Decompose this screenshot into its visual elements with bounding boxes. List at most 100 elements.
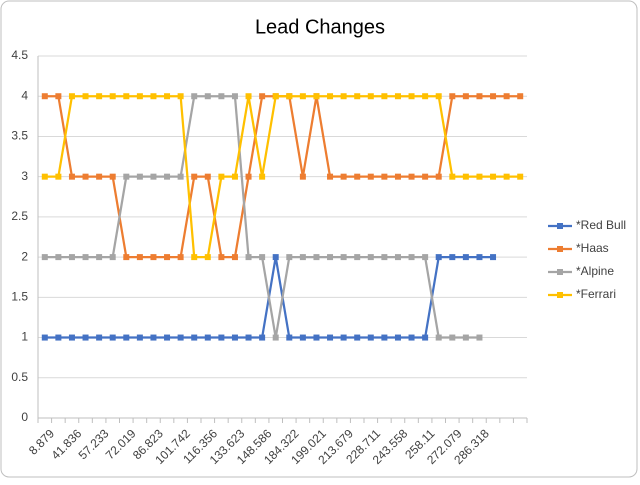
y-tick-label: 2.5 [11, 209, 28, 223]
point-marker [218, 334, 225, 341]
point-marker [435, 173, 442, 180]
point-marker [164, 173, 171, 180]
point-marker [191, 254, 198, 261]
point-marker [408, 254, 415, 261]
point-marker [191, 93, 198, 100]
point-marker [245, 173, 252, 180]
point-marker [164, 334, 171, 341]
point-marker [150, 334, 157, 341]
point-marker [245, 254, 252, 261]
point-marker [55, 334, 62, 341]
point-marker [354, 334, 361, 341]
point-marker [299, 173, 306, 180]
point-marker [96, 93, 103, 100]
legend-marker [557, 246, 563, 252]
point-marker [177, 334, 184, 341]
point-marker [381, 93, 388, 100]
point-marker [136, 93, 143, 100]
point-marker [231, 254, 238, 261]
legend-label: *Haas [576, 241, 609, 255]
point-marker [231, 93, 238, 100]
point-marker [286, 254, 293, 261]
point-marker [517, 173, 524, 180]
point-marker [136, 254, 143, 261]
point-marker [96, 254, 103, 261]
point-marker [41, 173, 48, 180]
point-marker [476, 93, 483, 100]
legend-label: *Ferrari [576, 287, 616, 301]
point-marker [55, 173, 62, 180]
point-marker [313, 334, 320, 341]
point-marker [55, 254, 62, 261]
point-marker [286, 93, 293, 100]
point-marker [82, 173, 89, 180]
point-marker [394, 254, 401, 261]
point-marker [462, 173, 469, 180]
y-tick-label: 0.5 [11, 370, 28, 384]
point-marker [367, 334, 374, 341]
point-marker [435, 93, 442, 100]
point-marker [82, 254, 89, 261]
point-marker [422, 93, 429, 100]
point-marker [231, 173, 238, 180]
point-marker [68, 334, 75, 341]
y-tick-label: 1.5 [11, 290, 28, 304]
point-marker [340, 173, 347, 180]
point-marker [204, 254, 211, 261]
y-tick-label: 0 [21, 410, 28, 424]
point-marker [299, 334, 306, 341]
point-marker [164, 254, 171, 261]
point-marker [204, 173, 211, 180]
point-marker [204, 93, 211, 100]
point-marker [68, 254, 75, 261]
point-marker [82, 334, 89, 341]
point-marker [68, 93, 75, 100]
point-marker [367, 173, 374, 180]
legend-marker [557, 269, 563, 275]
chart-title: Lead Changes [255, 16, 385, 38]
y-tick-label: 2 [21, 249, 28, 263]
point-marker [313, 93, 320, 100]
point-marker [381, 334, 388, 341]
point-marker [191, 334, 198, 341]
point-marker [136, 334, 143, 341]
point-marker [150, 173, 157, 180]
point-marker [476, 173, 483, 180]
point-marker [517, 93, 524, 100]
point-marker [150, 254, 157, 261]
point-marker [408, 334, 415, 341]
point-marker [394, 334, 401, 341]
point-marker [218, 93, 225, 100]
point-marker [123, 93, 130, 100]
point-marker [449, 254, 456, 261]
point-marker [435, 254, 442, 261]
point-marker [340, 334, 347, 341]
point-marker [272, 334, 279, 341]
point-marker [449, 334, 456, 341]
point-marker [435, 334, 442, 341]
point-marker [123, 173, 130, 180]
point-marker [109, 334, 116, 341]
point-marker [245, 334, 252, 341]
point-marker [259, 93, 266, 100]
point-marker [422, 173, 429, 180]
point-marker [109, 173, 116, 180]
point-marker [68, 173, 75, 180]
legend-marker [557, 292, 563, 298]
point-marker [96, 173, 103, 180]
point-marker [231, 334, 238, 341]
point-marker [449, 173, 456, 180]
point-marker [164, 93, 171, 100]
point-marker [299, 93, 306, 100]
point-marker [394, 93, 401, 100]
point-marker [299, 254, 306, 261]
point-marker [123, 334, 130, 341]
point-marker [476, 334, 483, 341]
point-marker [286, 334, 293, 341]
point-marker [259, 254, 266, 261]
point-marker [381, 254, 388, 261]
point-marker [340, 254, 347, 261]
point-marker [272, 254, 279, 261]
